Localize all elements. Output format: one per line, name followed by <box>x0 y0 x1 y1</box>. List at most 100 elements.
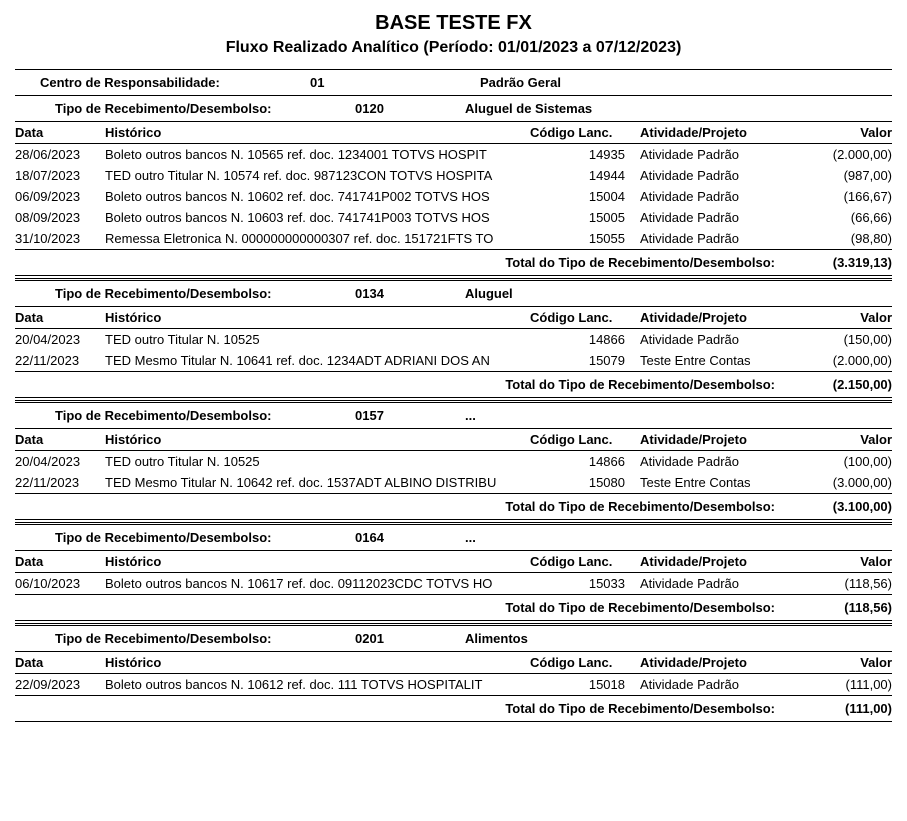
cell-codigo: 15080 <box>530 475 640 490</box>
cell-codigo: 15004 <box>530 189 640 204</box>
col-header-valor: Valor <box>810 125 892 140</box>
total-value: (118,56) <box>795 600 892 615</box>
total-row: Total do Tipo de Recebimento/Desembolso:… <box>15 372 892 397</box>
col-header-codigo: Código Lanc. <box>530 554 640 569</box>
total-label: Total do Tipo de Recebimento/Desembolso: <box>505 377 775 392</box>
cell-codigo: 15033 <box>530 576 640 591</box>
total-row: Total do Tipo de Recebimento/Desembolso:… <box>15 250 892 275</box>
divider <box>15 397 892 398</box>
col-header-codigo: Código Lanc. <box>530 655 640 670</box>
cell-valor: (118,56) <box>810 576 892 591</box>
cell-codigo: 15055 <box>530 231 640 246</box>
cell-historico: Boleto outros bancos N. 10602 ref. doc. … <box>105 189 530 204</box>
table-row: 31/10/2023Remessa Eletronica N. 00000000… <box>15 228 892 249</box>
tipo-row: Tipo de Recebimento/Desembolso:0164... <box>15 525 892 550</box>
tipo-label: Tipo de Recebimento/Desembolso: <box>55 631 355 646</box>
col-header-valor: Valor <box>810 655 892 670</box>
col-header-historico: Histórico <box>105 655 530 670</box>
cell-valor: (100,00) <box>810 454 892 469</box>
centro-code: 01 <box>310 75 480 90</box>
cell-atividade: Teste Entre Contas <box>640 353 810 368</box>
cell-atividade: Atividade Padrão <box>640 576 810 591</box>
col-header-data: Data <box>15 432 105 447</box>
tipo-label: Tipo de Recebimento/Desembolso: <box>55 530 355 545</box>
cell-data: 22/09/2023 <box>15 677 105 692</box>
col-header-atividade: Atividade/Projeto <box>640 310 810 325</box>
total-row: Total do Tipo de Recebimento/Desembolso:… <box>15 696 892 721</box>
centro-desc: Padrão Geral <box>480 75 892 90</box>
cell-historico: TED outro Titular N. 10525 <box>105 454 530 469</box>
table-header: DataHistóricoCódigo Lanc.Atividade/Proje… <box>15 652 892 673</box>
col-header-historico: Histórico <box>105 125 530 140</box>
table-header: DataHistóricoCódigo Lanc.Atividade/Proje… <box>15 307 892 328</box>
col-header-valor: Valor <box>810 432 892 447</box>
tipo-label: Tipo de Recebimento/Desembolso: <box>55 286 355 301</box>
table-row: 22/11/2023TED Mesmo Titular N. 10641 ref… <box>15 350 892 371</box>
cell-valor: (150,00) <box>810 332 892 347</box>
cell-atividade: Atividade Padrão <box>640 677 810 692</box>
cell-codigo: 14866 <box>530 332 640 347</box>
cell-data: 06/09/2023 <box>15 189 105 204</box>
total-value: (2.150,00) <box>795 377 892 392</box>
total-value: (111,00) <box>795 701 892 716</box>
tipo-row: Tipo de Recebimento/Desembolso:0134Alugu… <box>15 281 892 306</box>
table-header: DataHistóricoCódigo Lanc.Atividade/Proje… <box>15 429 892 450</box>
col-header-historico: Histórico <box>105 432 530 447</box>
col-header-historico: Histórico <box>105 310 530 325</box>
cell-historico: Boleto outros bancos N. 10612 ref. doc. … <box>105 677 530 692</box>
col-header-valor: Valor <box>810 310 892 325</box>
cell-atividade: Atividade Padrão <box>640 210 810 225</box>
cell-valor: (3.000,00) <box>810 475 892 490</box>
cell-atividade: Teste Entre Contas <box>640 475 810 490</box>
cell-historico: TED outro Titular N. 10525 <box>105 332 530 347</box>
cell-codigo: 14944 <box>530 168 640 183</box>
cell-atividade: Atividade Padrão <box>640 454 810 469</box>
col-header-data: Data <box>15 125 105 140</box>
total-label: Total do Tipo de Recebimento/Desembolso: <box>505 255 775 270</box>
tipo-desc: Aluguel de Sistemas <box>465 101 892 116</box>
cell-atividade: Atividade Padrão <box>640 168 810 183</box>
col-header-data: Data <box>15 554 105 569</box>
tipo-code: 0134 <box>355 286 465 301</box>
total-label: Total do Tipo de Recebimento/Desembolso: <box>505 701 775 716</box>
cell-valor: (2.000,00) <box>810 147 892 162</box>
table-row: 08/09/2023Boleto outros bancos N. 10603 … <box>15 207 892 228</box>
report-subtitle: Fluxo Realizado Analítico (Período: 01/0… <box>15 39 892 57</box>
cell-codigo: 15005 <box>530 210 640 225</box>
tipo-row: Tipo de Recebimento/Desembolso:0201Alime… <box>15 626 892 651</box>
divider <box>15 721 892 722</box>
cell-data: 18/07/2023 <box>15 168 105 183</box>
divider <box>15 275 892 276</box>
cell-data: 06/10/2023 <box>15 576 105 591</box>
cell-codigo: 14866 <box>530 454 640 469</box>
col-header-atividade: Atividade/Projeto <box>640 432 810 447</box>
total-value: (3.319,13) <box>795 255 892 270</box>
table-row: 20/04/2023TED outro Titular N. 105251486… <box>15 451 892 472</box>
cell-data: 31/10/2023 <box>15 231 105 246</box>
col-header-codigo: Código Lanc. <box>530 310 640 325</box>
table-row: 18/07/2023TED outro Titular N. 10574 ref… <box>15 165 892 186</box>
cell-valor: (111,00) <box>810 677 892 692</box>
cell-atividade: Atividade Padrão <box>640 332 810 347</box>
table-row: 22/11/2023TED Mesmo Titular N. 10642 ref… <box>15 472 892 493</box>
cell-historico: TED outro Titular N. 10574 ref. doc. 987… <box>105 168 530 183</box>
cell-data: 28/06/2023 <box>15 147 105 162</box>
table-row: 22/09/2023Boleto outros bancos N. 10612 … <box>15 674 892 695</box>
tipo-desc: Alimentos <box>465 631 892 646</box>
col-header-atividade: Atividade/Projeto <box>640 125 810 140</box>
total-row: Total do Tipo de Recebimento/Desembolso:… <box>15 595 892 620</box>
col-header-atividade: Atividade/Projeto <box>640 655 810 670</box>
cell-codigo: 15079 <box>530 353 640 368</box>
col-header-codigo: Código Lanc. <box>530 432 640 447</box>
total-row: Total do Tipo de Recebimento/Desembolso:… <box>15 494 892 519</box>
tipo-code: 0164 <box>355 530 465 545</box>
col-header-historico: Histórico <box>105 554 530 569</box>
table-row: 06/10/2023Boleto outros bancos N. 10617 … <box>15 573 892 594</box>
col-header-valor: Valor <box>810 554 892 569</box>
tipo-label: Tipo de Recebimento/Desembolso: <box>55 101 355 116</box>
tipo-desc: Aluguel <box>465 286 892 301</box>
tipo-code: 0157 <box>355 408 465 423</box>
cell-valor: (166,67) <box>810 189 892 204</box>
tipo-row: Tipo de Recebimento/Desembolso:0120Alugu… <box>15 96 892 121</box>
cell-atividade: Atividade Padrão <box>640 189 810 204</box>
